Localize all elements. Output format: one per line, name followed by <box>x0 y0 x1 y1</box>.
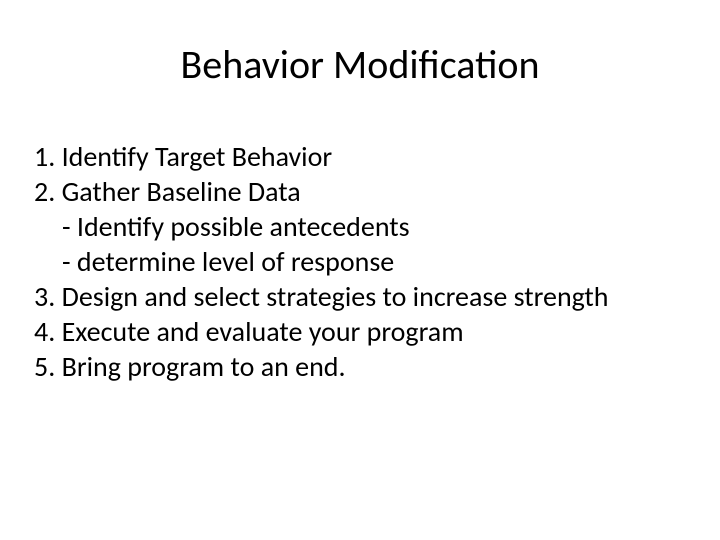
slide-body: 1. Identify Target Behavior 2. Gather Ba… <box>30 139 690 384</box>
slide-container: Behavior Modification 1. Identify Target… <box>0 0 720 540</box>
body-line-3: 3. Design and select strategies to incre… <box>34 279 690 314</box>
body-line-1: 1. Identify Target Behavior <box>34 139 690 174</box>
body-line-2: 2. Gather Baseline Data <box>34 174 690 209</box>
body-line-5: 5. Bring program to an end. <box>34 349 690 384</box>
body-line-4: 4. Execute and evaluate your program <box>34 314 690 349</box>
body-subline-2: - determine level of response <box>34 244 690 279</box>
slide-title: Behavior Modification <box>30 40 690 89</box>
body-subline-1: - Identify possible antecedents <box>34 209 690 244</box>
